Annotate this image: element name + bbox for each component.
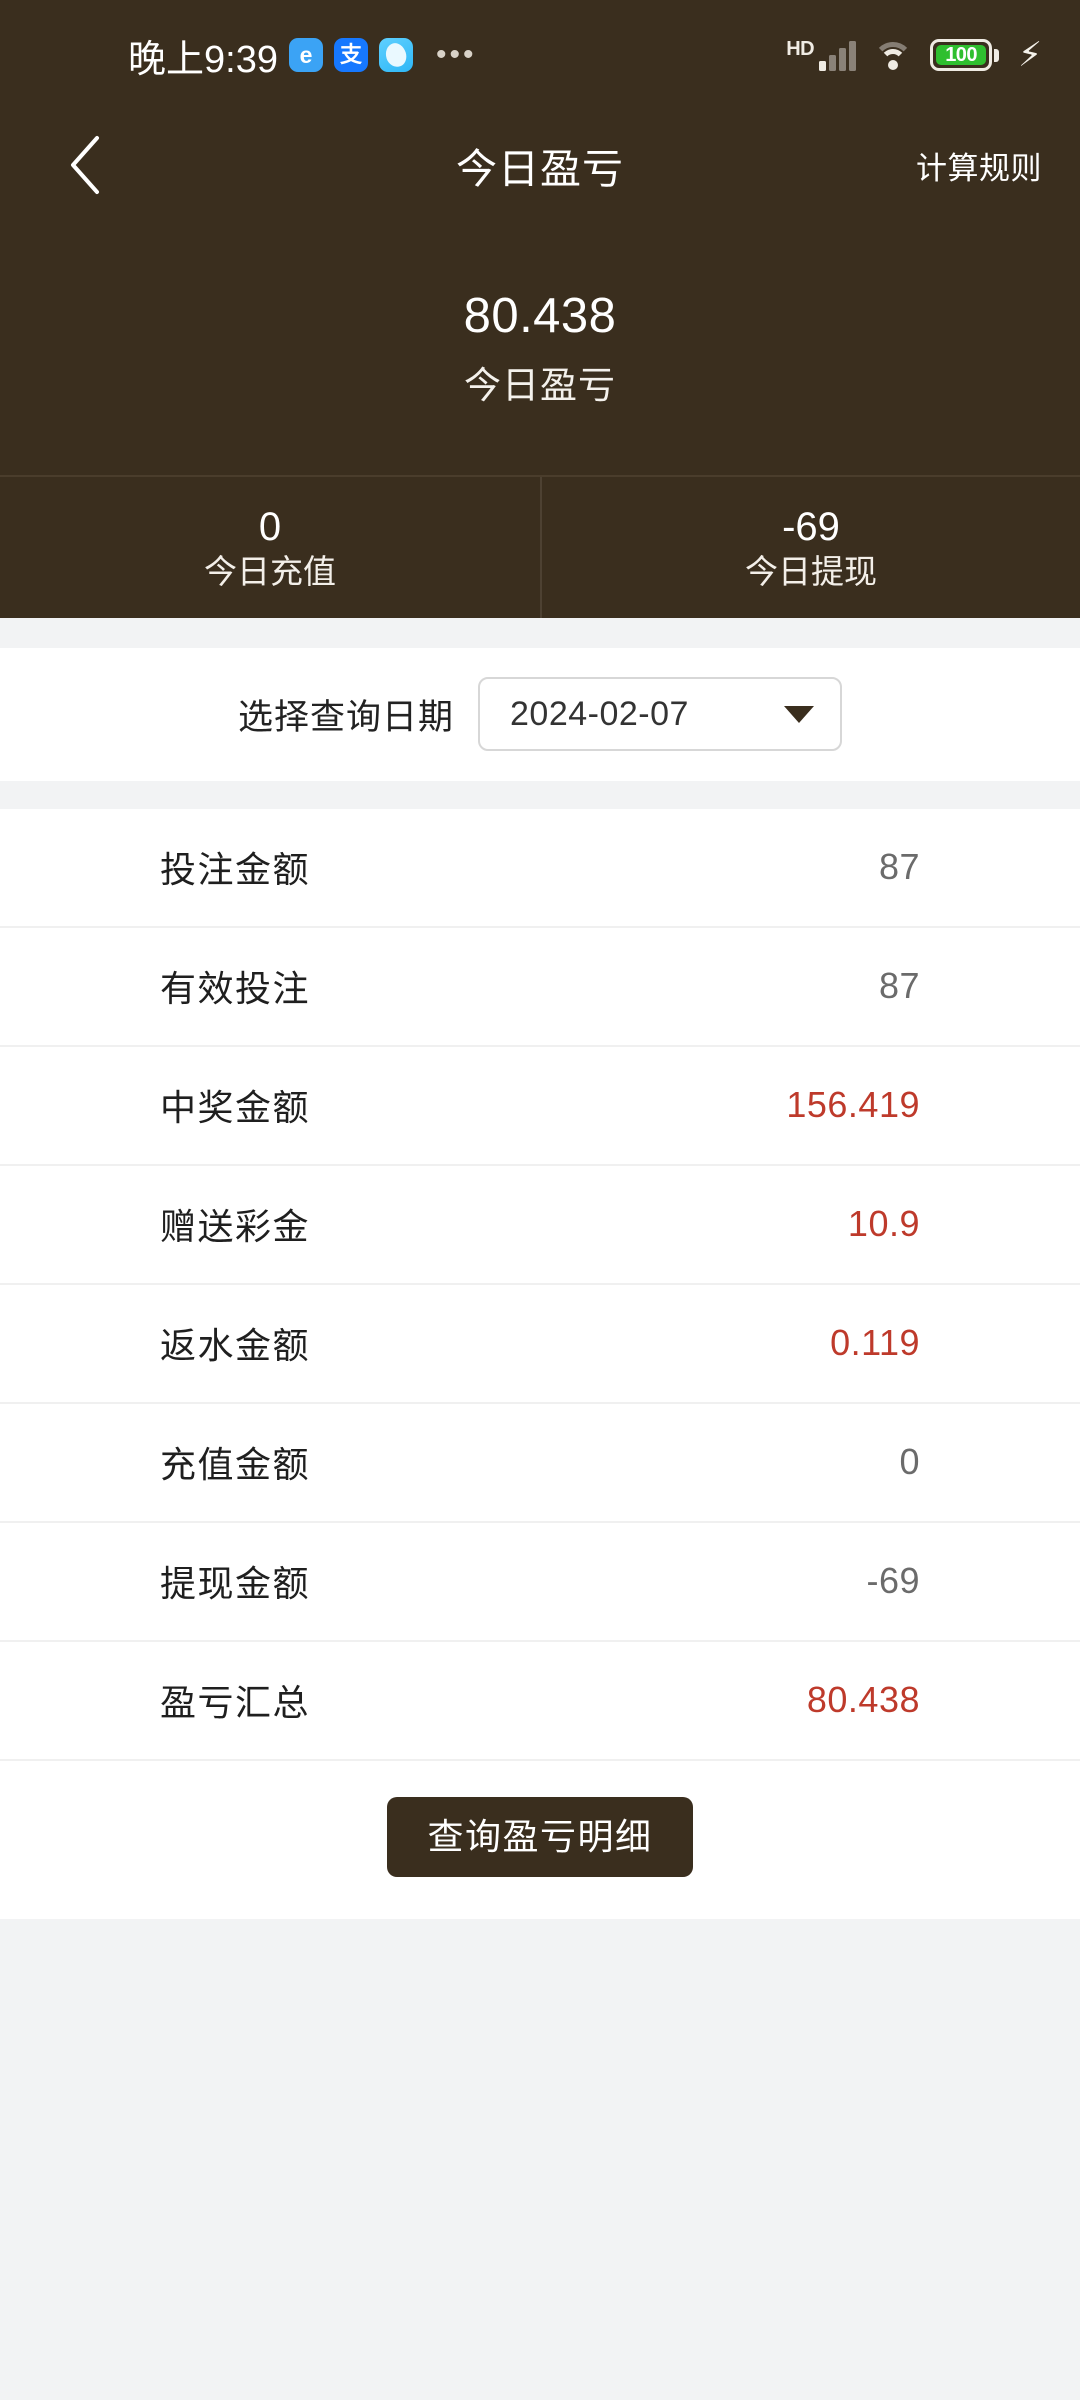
signal-strength-icon: HD bbox=[786, 38, 857, 71]
row-value: -69 bbox=[866, 1560, 920, 1602]
battery-icon: 100 bbox=[930, 39, 1000, 71]
status-bar-right: HD 100 ⚡ bbox=[786, 38, 1042, 72]
stat-row: 0 今日充值 -69 今日提现 bbox=[0, 474, 1080, 618]
brown-header-region: 晚上9:39 e 支 ••• HD 100 bbox=[0, 0, 1080, 618]
wifi-icon bbox=[873, 40, 914, 70]
charging-bolt-icon: ⚡ bbox=[1018, 36, 1042, 74]
row-value: 87 bbox=[878, 965, 920, 1007]
row-label: 提现金额 bbox=[160, 1563, 311, 1605]
date-select[interactable]: 2024-02-07 bbox=[478, 677, 842, 752]
hero-value: 80.438 bbox=[463, 289, 617, 343]
table-row: 有效投注 87 bbox=[0, 928, 1080, 1047]
row-label: 返水金额 bbox=[160, 1325, 311, 1367]
battery-level-label: 100 bbox=[936, 44, 987, 66]
row-value: 80.438 bbox=[806, 1679, 920, 1721]
summary-list: 投注金额 87 有效投注 87 中奖金额 156.419 赠送彩金 10.9 返… bbox=[0, 808, 1080, 1761]
stat-withdraw-today: -69 今日提现 bbox=[540, 476, 1080, 618]
chevron-left-icon bbox=[71, 136, 99, 194]
page-bottom-fill bbox=[0, 1918, 1080, 2400]
status-overflow-icon: ••• bbox=[435, 38, 477, 71]
back-button[interactable] bbox=[52, 132, 118, 198]
table-row: 返水金额 0.119 bbox=[0, 1285, 1080, 1404]
row-label: 有效投注 bbox=[160, 968, 311, 1010]
row-value: 156.419 bbox=[786, 1084, 920, 1126]
table-row: 提现金额 -69 bbox=[0, 1523, 1080, 1642]
row-label: 投注金额 bbox=[160, 849, 311, 891]
hd-label: HD bbox=[786, 38, 815, 60]
battery-cap bbox=[994, 48, 1000, 62]
date-filter-label: 选择查询日期 bbox=[237, 697, 454, 737]
eleme-icon: e bbox=[288, 38, 323, 72]
row-label: 赠送彩金 bbox=[160, 1206, 311, 1248]
table-row: 中奖金额 156.419 bbox=[0, 1047, 1080, 1166]
status-bar: 晚上9:39 e 支 ••• HD 100 bbox=[0, 0, 1080, 110]
date-filter-section: 选择查询日期 2024-02-07 bbox=[0, 647, 1080, 781]
stat-value: 0 bbox=[258, 504, 282, 549]
row-value: 0.119 bbox=[830, 1322, 920, 1364]
hero-summary: 80.438 今日盈亏 bbox=[0, 220, 1080, 475]
status-clock: 晚上9:39 bbox=[128, 38, 278, 81]
table-row: 赠送彩金 10.9 bbox=[0, 1166, 1080, 1285]
footer-action-area: 查询盈亏明细 bbox=[0, 1760, 1080, 1919]
query-detail-button[interactable]: 查询盈亏明细 bbox=[387, 1796, 693, 1877]
status-bar-left: 晚上9:39 e 支 ••• bbox=[0, 28, 476, 83]
blue-app-icon bbox=[378, 38, 413, 72]
battery-body: 100 bbox=[930, 39, 993, 71]
row-label: 盈亏汇总 bbox=[160, 1682, 311, 1724]
calc-rules-link[interactable]: 计算规则 bbox=[916, 150, 1042, 186]
chevron-down-icon bbox=[784, 705, 814, 723]
row-label: 中奖金额 bbox=[160, 1087, 311, 1129]
nav-bar: 今日盈亏 计算规则 bbox=[0, 110, 1080, 220]
row-value: 87 bbox=[878, 846, 920, 888]
spacer-top bbox=[0, 617, 1080, 648]
stat-value: -69 bbox=[782, 504, 840, 549]
date-select-value: 2024-02-07 bbox=[510, 694, 689, 733]
page-title: 今日盈亏 bbox=[456, 146, 624, 192]
row-label: 充值金额 bbox=[160, 1444, 311, 1486]
table-row: 盈亏汇总 80.438 bbox=[0, 1642, 1080, 1761]
table-row: 投注金额 87 bbox=[0, 809, 1080, 928]
stat-label: 今日充值 bbox=[204, 552, 336, 590]
alipay-icon: 支 bbox=[333, 38, 368, 72]
row-value: 10.9 bbox=[847, 1203, 920, 1245]
spacer-middle bbox=[0, 780, 1080, 809]
table-row: 充值金额 0 bbox=[0, 1404, 1080, 1523]
row-value: 0 bbox=[899, 1441, 920, 1483]
hero-label: 今日盈亏 bbox=[464, 364, 616, 406]
stat-label: 今日提现 bbox=[745, 552, 877, 590]
stat-deposit-today: 0 今日充值 bbox=[0, 477, 540, 618]
signal-bars-icon bbox=[819, 41, 857, 71]
